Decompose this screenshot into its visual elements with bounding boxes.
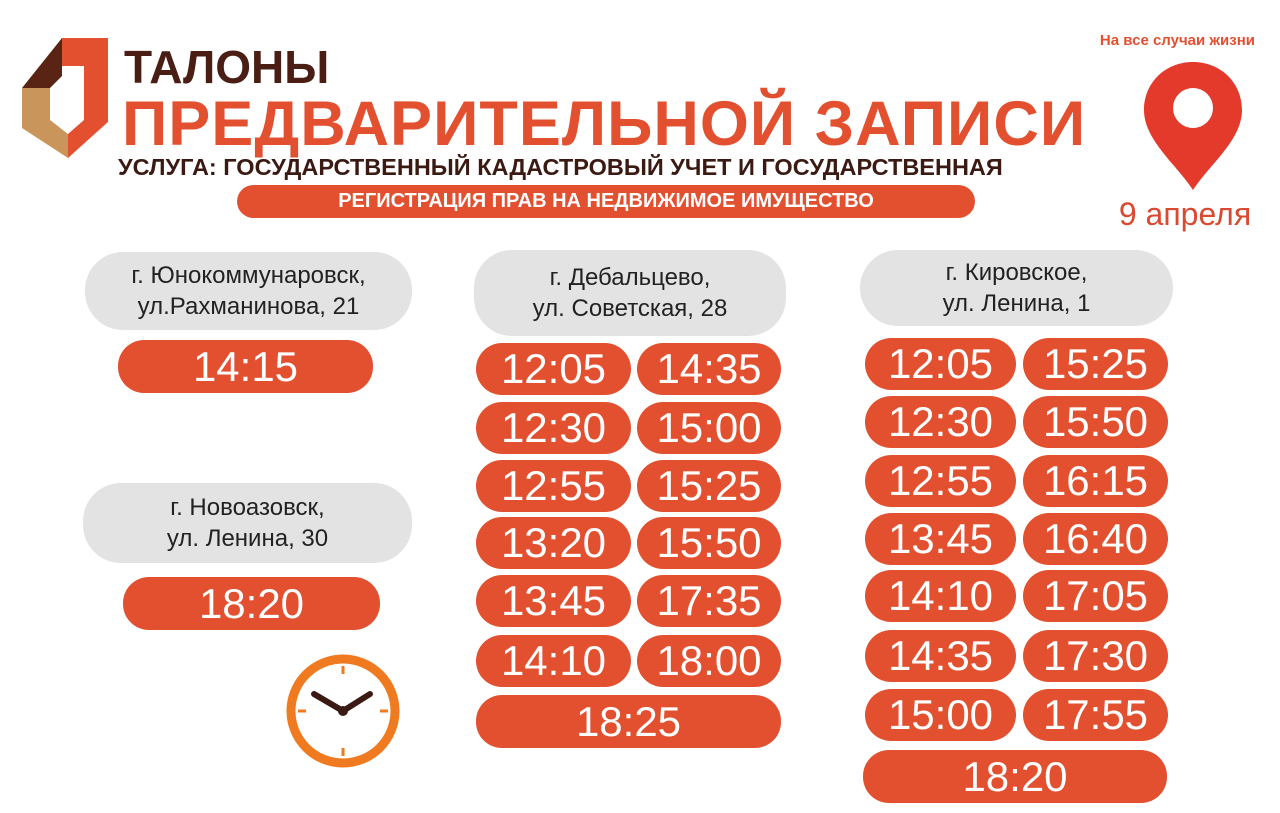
clock-icon [286, 654, 400, 768]
time-slot: 18:20 [123, 577, 380, 630]
time-slot: 12:30 [865, 396, 1016, 448]
service-line-2: РЕГИСТРАЦИЯ ПРАВ НА НЕДВИЖИМОЕ ИМУЩЕСТВО [237, 185, 975, 218]
time-slot: 18:25 [476, 695, 781, 748]
location-pin-icon [1144, 62, 1242, 190]
time-slot: 18:00 [637, 635, 781, 687]
time-slot: 14:10 [476, 635, 631, 687]
time-slot: 17:35 [637, 575, 781, 627]
service-line-1: УСЛУГА: ГОСУДАРСТВЕННЫЙ КАДАСТРОВЫЙ УЧЕТ… [118, 154, 1003, 180]
time-slot: 12:05 [476, 343, 631, 395]
date-label: 9 апреля [1118, 196, 1252, 232]
address-pill: г. Кировское, ул. Ленина, 1 [860, 250, 1173, 326]
address-line: ул.Рахманинова, 21 [137, 293, 360, 320]
slogan: На все случаи жизни [1099, 32, 1255, 49]
address-line: ул. Советская, 28 [532, 295, 728, 322]
address-line: ул. Ленина, 30 [166, 525, 329, 552]
time-slot: 14:10 [865, 570, 1016, 622]
address-line: г. Новоазовск, [170, 494, 325, 521]
time-slot: 14:35 [865, 630, 1016, 682]
time-slot: 15:25 [1023, 338, 1168, 390]
time-slot: 17:55 [1023, 689, 1168, 741]
time-slot: 15:50 [637, 517, 781, 569]
time-slot: 17:05 [1023, 570, 1168, 622]
time-slot: 12:05 [865, 338, 1016, 390]
address-line: г. Юнокоммунаровск, [131, 262, 366, 289]
mfc-logo-icon [22, 38, 108, 158]
time-slot: 17:30 [1023, 630, 1168, 682]
time-slot: 12:55 [476, 460, 631, 512]
time-slot: 16:40 [1023, 513, 1168, 565]
time-slot: 13:45 [865, 513, 1016, 565]
time-slot: 15:00 [637, 402, 781, 454]
address-pill: г. Юнокоммунаровск, ул.Рахманинова, 21 [85, 252, 412, 330]
title-line-2: ПРЕДВАРИТЕЛЬНОЙ ЗАПИСИ [122, 89, 1087, 159]
time-slot: 13:20 [476, 517, 631, 569]
time-slot: 13:45 [476, 575, 631, 627]
time-slot: 16:15 [1023, 455, 1168, 507]
time-slot: 15:50 [1023, 396, 1168, 448]
time-slot: 15:00 [865, 689, 1016, 741]
address-pill: г. Дебальцево, ул. Советская, 28 [474, 250, 786, 336]
title-line-1: ТАЛОНЫ [124, 41, 330, 93]
time-slot: 18:20 [863, 750, 1167, 803]
time-slot: 12:30 [476, 402, 631, 454]
address-line: г. Дебальцево, [549, 264, 711, 291]
time-slot: 12:55 [865, 455, 1016, 507]
time-slot: 14:15 [118, 340, 373, 393]
address-line: г. Кировское, [945, 259, 1088, 286]
address-pill: г. Новоазовск, ул. Ленина, 30 [83, 483, 412, 563]
time-slot: 14:35 [637, 343, 781, 395]
time-slot: 15:25 [637, 460, 781, 512]
address-line: ул. Ленина, 1 [942, 290, 1091, 317]
